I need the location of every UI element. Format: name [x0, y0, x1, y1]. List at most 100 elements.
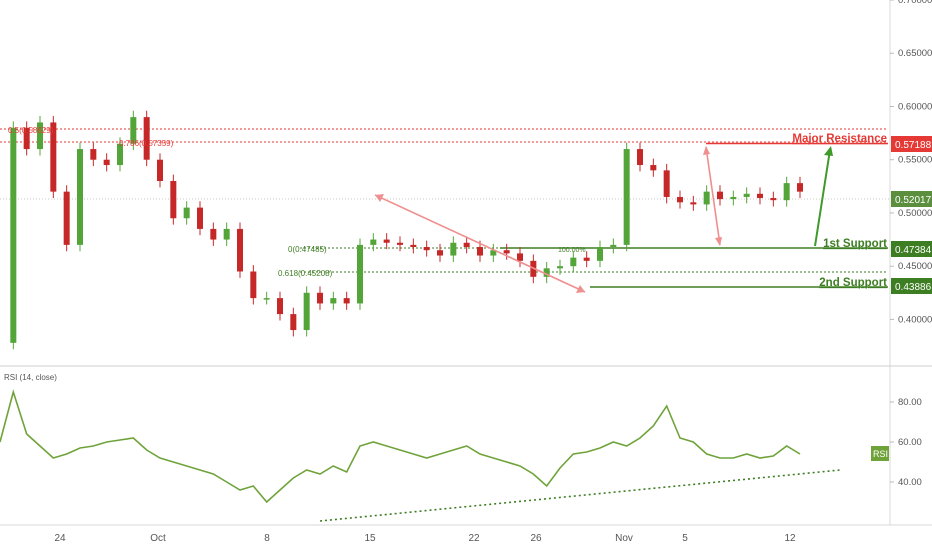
candle-body	[197, 207, 203, 229]
candle-body	[410, 244, 417, 248]
rsi-tick-label: 80.00	[898, 397, 922, 408]
second-support-label: 2nd Support	[819, 277, 887, 289]
candle-body	[63, 191, 70, 245]
candle-body	[597, 247, 603, 261]
time-tick-label: 15	[364, 533, 376, 544]
time-tick-label: Oct	[150, 533, 166, 544]
price-tick-label: 0.70000	[898, 0, 932, 6]
candle-body	[650, 165, 657, 171]
candle-body	[717, 191, 723, 200]
candle-body	[343, 298, 350, 304]
rsi-title: RSI (14, close)	[4, 373, 57, 382]
candle-body	[423, 247, 430, 251]
support1-tag: 0.47384	[895, 245, 932, 256]
candle-body	[610, 244, 617, 248]
candle-body	[677, 196, 683, 203]
candle-body	[663, 170, 670, 197]
candle-body	[543, 268, 550, 277]
pink-arrowhead-left	[375, 194, 384, 202]
fib-0-label: 0(0.47485)	[288, 245, 327, 254]
support1-tag-bg	[891, 241, 932, 257]
candle-body	[450, 242, 457, 256]
price-tag-resistance: 0.57188	[891, 136, 932, 152]
time-tick-label: 26	[530, 533, 542, 544]
pink-diagonal-arrow	[374, 194, 586, 293]
candle-body	[757, 193, 763, 199]
rsi-line	[0, 389, 801, 504]
candle-body	[103, 159, 110, 166]
time-tick-label: Nov	[615, 533, 633, 544]
fib-100-label: 100.00%	[558, 247, 586, 254]
candle-body	[503, 250, 510, 254]
rsi-series	[0, 389, 801, 504]
rsi-tick-label: 60.00	[898, 437, 922, 448]
candle-body	[90, 149, 97, 160]
candle-body	[223, 228, 230, 240]
green-up-arrow	[814, 149, 831, 247]
candle-body	[570, 257, 577, 267]
candle-body	[50, 122, 57, 192]
candle-body	[703, 191, 710, 205]
candle-body	[303, 292, 310, 331]
rsi-axis: 80.00 60.00 40.00	[890, 397, 922, 488]
candle-body	[730, 196, 737, 200]
price-tick-label: 0.45000	[898, 261, 932, 272]
fib-0786-label: 0.786(0.57359)	[119, 139, 174, 148]
resistance-tag-bg	[891, 136, 932, 152]
time-tick-label: 5	[682, 533, 688, 544]
candle-body	[10, 127, 17, 343]
candle-body	[383, 239, 390, 243]
candle-body	[623, 149, 630, 245]
candle-body	[143, 117, 150, 160]
support2-tag-bg	[891, 278, 932, 294]
candle-body	[330, 298, 337, 304]
candle-body	[317, 292, 323, 304]
candle-body	[370, 239, 377, 245]
candle-body	[277, 298, 283, 315]
price-tick-label: 0.50000	[898, 208, 932, 219]
price-tick-label: 0.60000	[898, 101, 932, 112]
candle-body	[797, 183, 803, 192]
candle-body	[290, 314, 297, 331]
rsi-tag: RSI	[873, 449, 888, 459]
rsi-tick-label: 40.00	[898, 477, 922, 488]
price-tag-support1: 0.47384	[891, 241, 932, 257]
price-tick-label: 0.40000	[898, 314, 932, 325]
candle-body	[23, 127, 30, 150]
support2-tag: 0.43886	[895, 282, 932, 293]
time-tick-label: 24	[54, 533, 66, 544]
fib-05-label: 0.5(0.58629)	[8, 126, 54, 135]
candle-body	[517, 253, 523, 261]
time-axis: 24 Oct 8 15 22 26 Nov 5 12	[54, 533, 796, 544]
trend-arrows	[374, 146, 833, 293]
time-tick-label: 8	[264, 533, 270, 544]
green-arrowhead	[824, 146, 833, 156]
candle-body	[637, 149, 643, 166]
price-tag-current: 0.52017	[891, 191, 932, 207]
candle-body	[357, 244, 363, 304]
candle-body	[210, 228, 217, 240]
candle-body	[77, 149, 83, 245]
candle-body	[237, 228, 243, 272]
candle-body	[170, 181, 177, 219]
candle-body	[690, 202, 697, 205]
candle-body	[437, 250, 443, 256]
candle-body	[250, 271, 257, 299]
candle-body	[783, 183, 790, 201]
time-tick-label: 22	[468, 533, 480, 544]
pink-arrowhead-right	[576, 285, 585, 293]
candle-body	[583, 257, 590, 261]
candle-body	[463, 242, 470, 248]
price-tick-label: 0.55000	[898, 155, 932, 166]
candle-body	[397, 242, 403, 245]
resistance-tag: 0.57188	[895, 140, 932, 151]
pink-arrowhead-bottom	[715, 237, 722, 246]
price-tick-label: 0.65000	[898, 48, 932, 59]
fib-0618-label: 0.618(0.45208)	[278, 269, 333, 278]
pink-vertical-arrow	[705, 146, 721, 246]
candle-body	[743, 193, 750, 197]
candle-body	[770, 198, 777, 201]
candle-body	[477, 247, 483, 256]
